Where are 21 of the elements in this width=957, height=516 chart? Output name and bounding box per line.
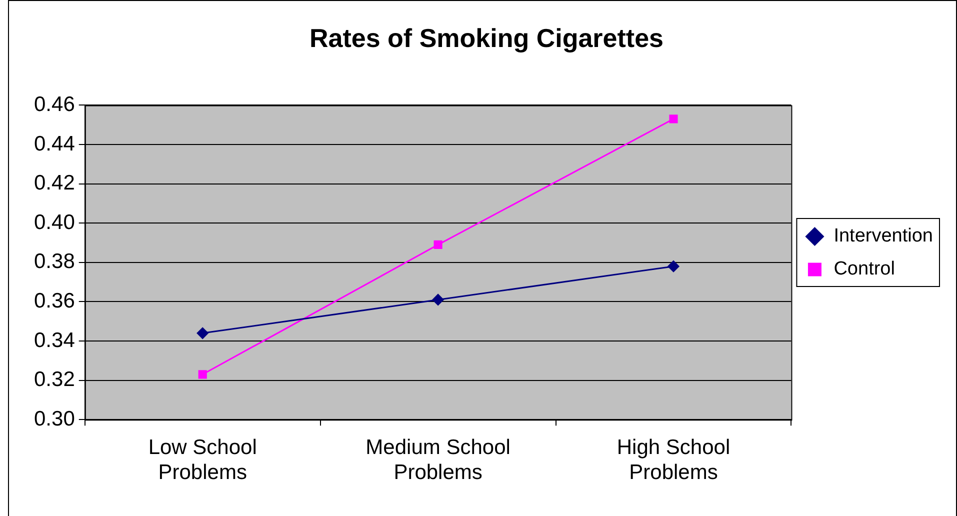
y-tick-label: 0.32 — [34, 368, 75, 392]
y-tick-label: 0.34 — [34, 328, 76, 352]
y-tick-label: 0.38 — [34, 250, 75, 274]
point — [198, 370, 207, 379]
point — [669, 114, 678, 124]
legend-label: Control — [834, 258, 895, 280]
y-tick-label: 0.30 — [34, 407, 75, 430]
x-tick-label: Low School Problems — [148, 436, 257, 484]
legend-label: Intervention — [834, 226, 934, 247]
point — [668, 260, 680, 272]
x-tick-label: Medium School Problems — [366, 436, 510, 484]
y-tick-label: 0.42 — [34, 172, 75, 195]
y-tick-label: 0.40 — [34, 210, 75, 234]
x-tick-label: High School Problems — [616, 436, 730, 484]
chart-title: Rates of Smoking Cigarettes — [310, 22, 664, 53]
point — [432, 294, 444, 306]
y-tick-label: 0.44 — [34, 132, 76, 156]
y-tick-label: 0.36 — [34, 289, 75, 312]
point — [434, 240, 442, 249]
point — [196, 327, 208, 339]
y-tick-label: 0.46 — [34, 92, 75, 116]
